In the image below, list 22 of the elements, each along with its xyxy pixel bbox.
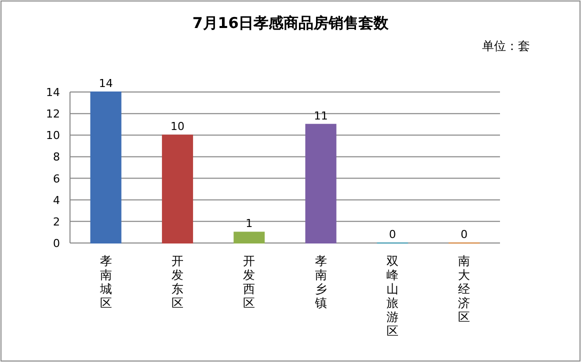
data-label: 1 (246, 217, 253, 230)
category: 南大经济区 (458, 254, 470, 324)
data-label: 11 (314, 109, 328, 122)
y-tick-label: 2 (53, 215, 60, 228)
y-tick-label: 12 (46, 108, 60, 121)
category: 开发东区 (172, 254, 184, 310)
y-tick-label: 6 (53, 172, 60, 186)
y-tick-label: 4 (53, 194, 60, 207)
data-label: 0 (460, 228, 468, 241)
category: 孝南城区 (100, 254, 112, 310)
y-tick-label: 0 (53, 237, 60, 250)
category: 开发西区 (243, 254, 256, 310)
data-label: 10 (170, 120, 184, 134)
y-tick-label: 10 (46, 129, 60, 142)
category: 孝南乡镇 (314, 254, 327, 310)
title: 7月16日孝感商品房销售套数 (192, 14, 389, 32)
annotation: 单位：套 (482, 39, 530, 53)
data-label: 14 (98, 77, 113, 90)
y-tick-label: 8 (53, 150, 60, 164)
category: 双峰山旅游区 (386, 254, 398, 338)
y-tick-label: 14 (46, 86, 60, 99)
data-label: 0 (389, 228, 396, 241)
